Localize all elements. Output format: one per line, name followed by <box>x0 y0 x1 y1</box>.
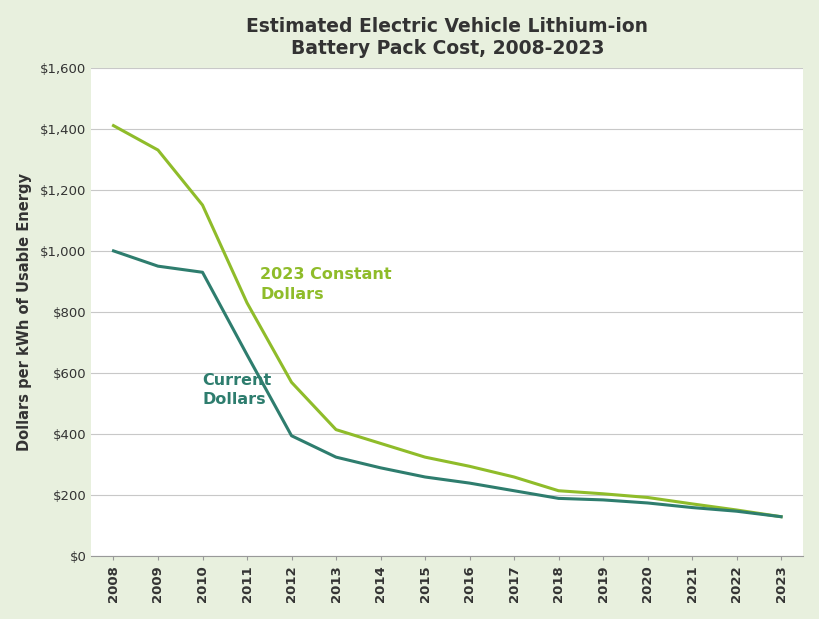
Text: 2023 Constant
Dollars: 2023 Constant Dollars <box>260 267 391 302</box>
Title: Estimated Electric Vehicle Lithium-ion
Battery Pack Cost, 2008-2023: Estimated Electric Vehicle Lithium-ion B… <box>246 17 648 58</box>
Text: Current
Dollars: Current Dollars <box>202 373 271 407</box>
Y-axis label: Dollars per kWh of Usable Energy: Dollars per kWh of Usable Energy <box>16 173 32 451</box>
